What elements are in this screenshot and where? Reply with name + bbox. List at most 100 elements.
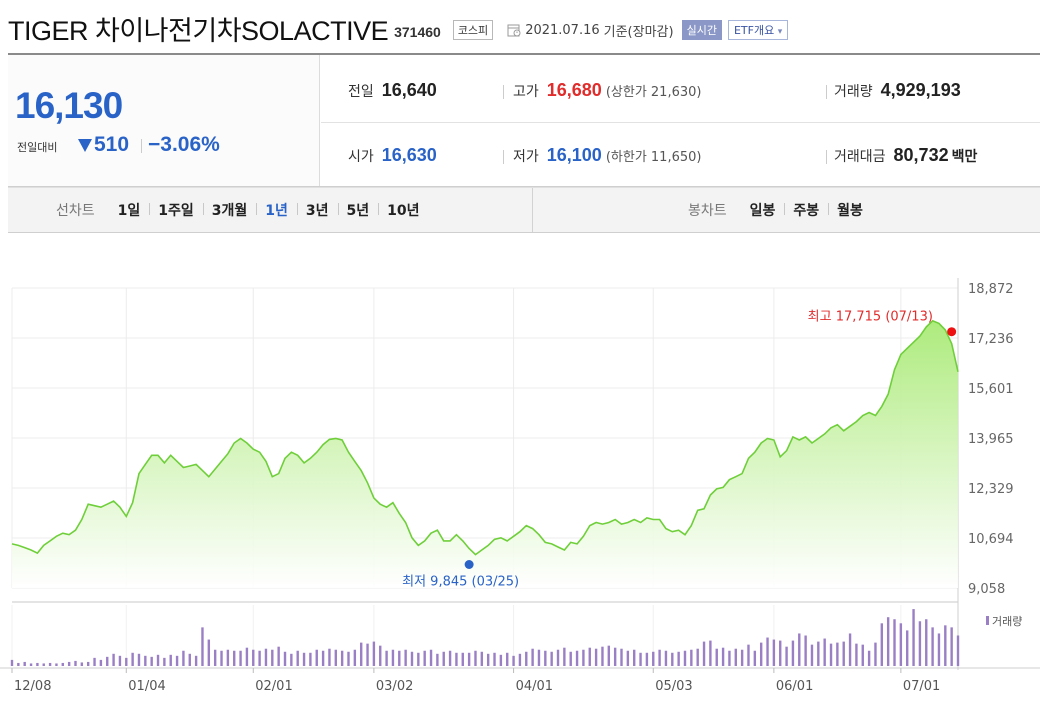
candle-tab-monthly[interactable]: 월봉 (828, 200, 872, 220)
volume-bar (601, 646, 604, 666)
volume-bar (702, 641, 706, 666)
chevron-down-icon: ▾ (777, 27, 783, 37)
volume-bar (201, 627, 204, 666)
volume-bar (518, 653, 522, 666)
volume-bar (106, 656, 109, 666)
price-chart[interactable]: 18,872 17,236 15,601 13,965 12,329 10,694 9,05… (0, 260, 1040, 707)
volume-bar (417, 652, 420, 666)
volume-bar (639, 652, 642, 666)
volume-bar (144, 655, 147, 666)
volume-bar (213, 649, 217, 666)
volume-bar (569, 651, 572, 666)
min-annotation: 최저 9,845 (03/25) (402, 575, 519, 590)
prev-close-cell: 전일 16,640 (348, 80, 437, 101)
period-tab-3y[interactable]: 3년 (296, 200, 338, 220)
amount-value: 80,732 (893, 145, 949, 165)
volume-bar (937, 633, 941, 666)
volume-bar (366, 643, 369, 666)
volume-bar (340, 650, 344, 666)
volume-bar (220, 650, 223, 666)
volume-bar (925, 619, 928, 666)
volume-bar (442, 651, 445, 666)
volume-bar (671, 652, 674, 666)
candle-tab-weekly[interactable]: 주봉 (784, 200, 828, 220)
high-label: 고가 (513, 84, 539, 100)
volume-bar (525, 651, 528, 666)
volume-bar (893, 619, 896, 666)
volume-bar (55, 663, 58, 666)
volume-bar (86, 661, 90, 666)
volume-bar (772, 639, 776, 666)
volume-bar (125, 657, 128, 666)
etf-overview-dropdown[interactable]: ETF개요 ▾ (727, 20, 789, 40)
volume-bar (48, 662, 52, 666)
period-tab-1w[interactable]: 1주일 (149, 200, 203, 220)
volume-bar (556, 649, 560, 666)
volume-bar (175, 655, 179, 666)
volume-bar (42, 663, 45, 666)
volume-bar (252, 649, 255, 666)
volume-bar (61, 662, 64, 666)
stock-code: 371460 (394, 24, 441, 40)
period-tab-10y[interactable]: 10년 (378, 200, 428, 220)
volume-bar (899, 623, 903, 666)
volume-bar (474, 650, 477, 666)
volume-bar (886, 617, 890, 666)
volume-bar (906, 630, 909, 666)
volume-bar (436, 653, 439, 666)
price-area (12, 320, 958, 588)
volume-bar (271, 649, 274, 666)
volume-bar (36, 662, 39, 666)
period-tab-5y[interactable]: 5년 (337, 200, 379, 220)
period-tab-3m[interactable]: 3개월 (202, 200, 257, 220)
x-tick-label: 01/04 (128, 679, 165, 694)
volume-bar (734, 648, 737, 666)
volume-bar (944, 625, 947, 666)
market-badge: 코스피 (452, 20, 494, 40)
period-tab-1y[interactable]: 1년 (256, 200, 297, 220)
volume-bar (137, 653, 141, 666)
current-price: 16,130 (15, 85, 123, 126)
volume-bar (277, 646, 280, 666)
volume-bar (258, 650, 261, 666)
high-value: 16,680 (546, 80, 602, 100)
volume-bar (112, 653, 115, 666)
candle-chart-periods: 봉차트 일봉 주봉 월봉 (688, 188, 872, 232)
candle-tab-daily[interactable]: 일봉 (749, 203, 776, 219)
price-line (11, 319, 959, 556)
volume-bar (480, 651, 484, 666)
x-tick-label: 03/02 (376, 679, 413, 694)
volume-bar (359, 642, 363, 666)
volume-bar (493, 652, 496, 666)
volume-bar (283, 651, 287, 666)
y-tick-label: 13,965 (968, 432, 1014, 447)
period-tab-1d[interactable]: 1일 (117, 203, 141, 219)
volume-bar (683, 650, 687, 666)
volume-bar (334, 649, 337, 666)
open-value: 16,630 (381, 145, 437, 165)
volume-bar (677, 651, 680, 666)
volume-bar (931, 627, 934, 666)
volume-bar (817, 641, 820, 666)
volume-bar (467, 652, 471, 666)
volume-bar (290, 653, 293, 666)
prev-close-value: 16,640 (381, 80, 437, 100)
volume-bar (588, 647, 591, 666)
etf-overview-label: ETF개요 (733, 24, 775, 37)
live-button[interactable]: 실시간 (681, 20, 722, 40)
volume-bar (690, 649, 693, 666)
open-cell: 시가 16,630 (348, 145, 437, 166)
down-arrow-icon (78, 139, 92, 152)
volume-bar (423, 650, 426, 666)
volume-bar (544, 650, 547, 666)
volume-bar (99, 659, 103, 666)
amount-unit: 백만 (951, 149, 978, 165)
volume-bar (594, 648, 598, 666)
volume-bar (398, 650, 401, 666)
volume-bar (563, 647, 566, 666)
volume-bar (169, 654, 172, 666)
volume-bar (391, 649, 395, 666)
volume-bar (613, 647, 617, 666)
volume-bar (506, 652, 509, 666)
volume-bar (461, 652, 464, 666)
